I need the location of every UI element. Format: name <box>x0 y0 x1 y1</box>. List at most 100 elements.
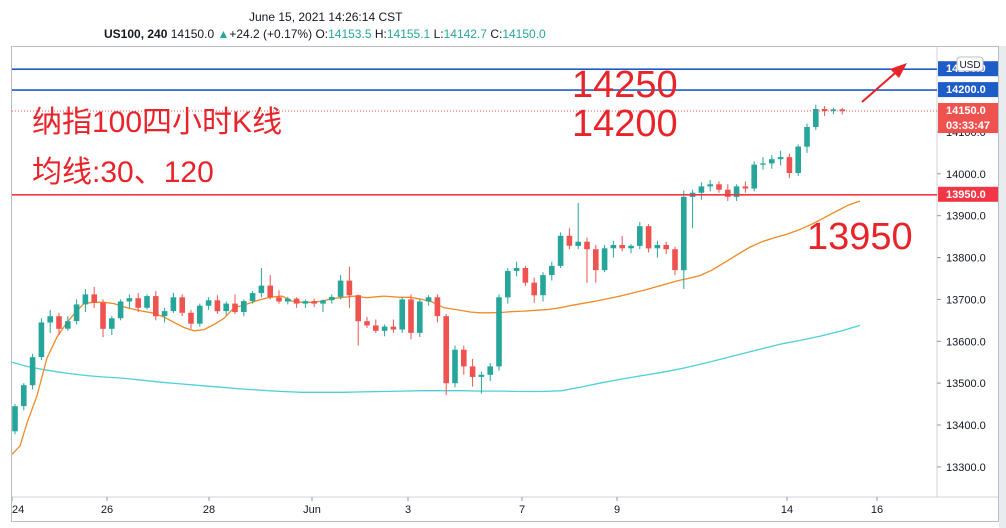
candle-body <box>56 316 62 329</box>
candle-body <box>73 304 80 322</box>
candle-body <box>21 385 27 407</box>
candle-body <box>522 268 529 283</box>
candle-body <box>399 299 405 330</box>
candle-body <box>373 325 379 331</box>
last-price: 14150.0 <box>170 27 215 41</box>
candle-body <box>672 249 678 271</box>
candle-body <box>830 109 837 112</box>
ma120-line <box>12 324 861 393</box>
candle-body <box>760 163 766 165</box>
candle-body <box>232 303 238 312</box>
open-label: O: <box>315 27 329 41</box>
usd-badge[interactable]: USD <box>956 56 984 72</box>
open-value: 14153.5 <box>328 27 372 41</box>
price-tag-bg <box>938 82 998 98</box>
candle-body <box>100 302 106 329</box>
annotation-14250: 14250 <box>572 64 678 106</box>
x-tick-label: 16 <box>871 504 883 516</box>
candle-body <box>381 326 388 331</box>
candle-body <box>355 295 361 322</box>
candle-body <box>65 321 71 329</box>
x-tick-label: 24 <box>12 504 24 516</box>
horizontal-levels[interactable] <box>12 68 937 196</box>
candle-body <box>47 316 53 323</box>
x-tick-label: 28 <box>203 504 215 516</box>
candle-body <box>804 127 810 147</box>
candle-body <box>733 186 740 197</box>
candle-body <box>337 280 344 297</box>
trend-arrow-icon <box>861 63 907 103</box>
candle-body <box>645 226 652 249</box>
candle-body <box>135 298 141 308</box>
candle-body <box>628 245 634 249</box>
candles <box>12 104 845 435</box>
candle-body <box>478 374 485 377</box>
close-label: C: <box>490 27 503 41</box>
candle-body <box>663 245 669 250</box>
annotation-ma-note: 均线:30、120 <box>32 156 214 189</box>
candle-body <box>425 297 432 302</box>
candle-body <box>179 297 185 313</box>
y-tick-label: 14000.0 <box>946 169 986 181</box>
candle-body <box>821 109 828 112</box>
candle-body <box>311 301 317 304</box>
change-arrow-icon: ▲ <box>217 27 230 41</box>
candle-body <box>601 248 608 271</box>
candle-body <box>126 298 133 302</box>
price-tag-label: 03:33:47 <box>946 120 990 132</box>
candle-body <box>496 297 502 367</box>
candlestick-chart[interactable]: 13300.0 13400.0 13500.0 13600.0 13700.0 13800… <box>12 47 998 521</box>
y-tick-label: 13500.0 <box>946 378 986 390</box>
y-tick-label: 13300.0 <box>946 462 986 474</box>
currency-label: USD <box>959 60 980 71</box>
candle-body <box>813 109 819 127</box>
annotation-13950: 13950 <box>807 216 913 258</box>
candle-body <box>285 298 291 302</box>
candle-body <box>540 275 546 296</box>
price-tag-label: 14200.0 <box>946 84 986 96</box>
chart-frame: 13300.0 13400.0 13500.0 13600.0 13700.0 13800… <box>11 46 999 522</box>
ma30-line <box>12 200 861 455</box>
close-value: 14150.0 <box>502 27 546 41</box>
candle-body <box>549 265 555 276</box>
candle-body <box>249 293 256 302</box>
candle-body <box>513 268 520 271</box>
candle-body <box>469 366 476 377</box>
low-value: 14142.7 <box>443 27 487 41</box>
symbol-label[interactable]: US100, 240 <box>104 27 168 41</box>
candle-body <box>223 303 229 312</box>
x-tick-label: 7 <box>519 504 525 516</box>
candle-body <box>302 301 309 304</box>
annotation-title: 纳指100四小时K线 <box>32 106 282 139</box>
time-axis[interactable]: 24 26 28 Jun 3 7 9 14 16 <box>12 497 883 516</box>
price-tag-bg <box>938 186 998 202</box>
candle-body <box>161 311 168 317</box>
candle-body <box>795 146 801 173</box>
y-tick-label: 13400.0 <box>946 420 986 432</box>
x-tick-label: Jun <box>303 504 321 516</box>
candle-body <box>320 300 326 304</box>
price-axis[interactable]: 13300.0 13400.0 13500.0 13600.0 13700.0 13800… <box>937 127 986 474</box>
candle-body <box>610 245 617 249</box>
candle-body <box>29 357 36 386</box>
candle-body <box>91 294 97 303</box>
candle-body <box>716 184 722 190</box>
price-tag-label: 14150.0 <box>946 105 986 117</box>
low-label: L: <box>433 27 444 41</box>
candle-body <box>707 184 713 187</box>
candle-body <box>461 349 467 367</box>
moving-averages <box>12 200 861 455</box>
candle-body <box>276 297 282 302</box>
candle-body <box>742 186 749 189</box>
candle-body <box>205 300 212 306</box>
candle-body <box>417 301 423 333</box>
candle-body <box>109 318 115 329</box>
candle-body <box>241 301 247 312</box>
candle-body <box>584 241 590 250</box>
candle-body <box>566 235 573 246</box>
quote-line: US100, 240 14150.0 ▲+24.2 (+0.17%) O:141… <box>104 27 546 41</box>
candle-body <box>38 322 45 358</box>
price-tag-bg <box>938 103 998 118</box>
candle-body <box>390 326 397 330</box>
candle-body <box>434 297 441 317</box>
